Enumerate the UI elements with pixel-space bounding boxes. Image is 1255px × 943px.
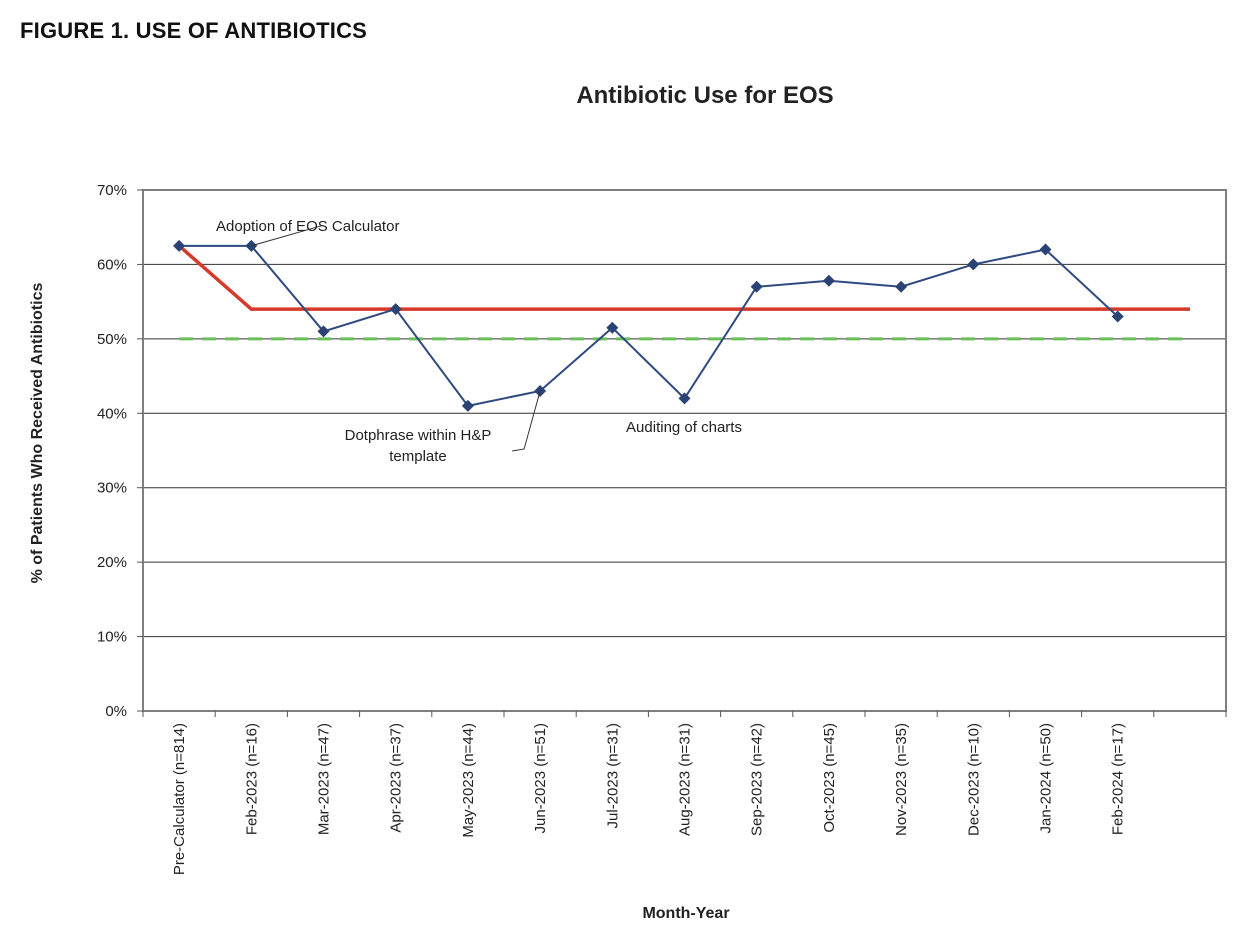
data-point: [822, 274, 835, 287]
x-tick-label: Oct-2023 (n=45): [821, 723, 838, 833]
x-axis-title: Month-Year: [642, 905, 729, 922]
center-line: [177, 244, 1190, 311]
plot-area: [142, 189, 1227, 712]
y-tick-label: 40%: [97, 405, 127, 422]
annotation-auditing: Auditing of charts: [626, 419, 742, 436]
annotation-dotphrase-line2: template: [389, 448, 447, 465]
annotation-dotphrase-line1: Dotphrase within H&P: [345, 427, 492, 444]
center-line-layer: [177, 244, 1190, 311]
annotations-layer: Adoption of EOS Calculator Dotphrase with…: [216, 218, 742, 465]
y-tick-label: 70%: [97, 182, 127, 199]
y-tick-label: 10%: [97, 629, 127, 646]
data-point: [1111, 310, 1124, 323]
data-point: [967, 258, 980, 271]
y-tick-label: 30%: [97, 480, 127, 497]
x-tick-label: Nov-2023 (n=35): [893, 723, 910, 836]
y-tick-label: 20%: [97, 554, 127, 571]
series-layer: [173, 239, 1124, 412]
data-point: [317, 325, 330, 338]
data-point: [461, 399, 474, 412]
annotation-calculator: Adoption of EOS Calculator: [216, 218, 399, 235]
x-tick-label: Feb-2024 (n=17): [1110, 723, 1127, 835]
data-point: [750, 280, 763, 293]
x-tick-label: Sep-2023 (n=42): [749, 723, 766, 836]
figure-caption: FIGURE 1. USE OF ANTIBIOTICS: [20, 18, 368, 43]
x-tick-label: Mar-2023 (n=47): [316, 723, 333, 835]
annotation-leader: [512, 390, 541, 452]
data-point: [678, 392, 691, 405]
data-point: [895, 280, 908, 293]
x-axis: Pre-Calculator (n=814) Feb-2023 (n=16) Mar…: [142, 711, 1227, 875]
y-tick-label: 60%: [97, 256, 127, 273]
data-point: [173, 239, 186, 252]
x-tick-label: Pre-Calculator (n=814): [171, 723, 188, 875]
data-point: [606, 321, 619, 334]
data-point: [245, 239, 258, 252]
annotation-leader: [251, 225, 322, 247]
x-tick-label: Jun-2023 (n=51): [532, 723, 549, 834]
data-point: [389, 303, 402, 316]
y-tick-label: 0%: [105, 703, 127, 720]
x-tick-label: May-2023 (n=44): [460, 723, 477, 838]
series-line: [179, 244, 1119, 407]
y-axis: 0% 10% 20% 30% 40% 50% 60% 70%: [97, 182, 143, 720]
data-point: [1039, 243, 1052, 256]
x-tick-label: Feb-2023 (n=16): [243, 723, 260, 835]
x-tick-label: Aug-2023 (n=31): [677, 723, 694, 836]
y-tick-label: 50%: [97, 331, 127, 348]
x-tick-label: Jan-2024 (n=50): [1038, 723, 1055, 834]
x-tick-label: Apr-2023 (n=37): [388, 723, 405, 833]
gridlines: [143, 263, 1226, 638]
chart-title: Antibiotic Use for EOS: [576, 82, 833, 109]
y-axis-title: % of Patients Who Received Antibiotics: [29, 283, 46, 584]
x-tick-label: Dec-2023 (n=10): [965, 723, 982, 836]
x-tick-label: Jul-2023 (n=31): [604, 723, 621, 828]
